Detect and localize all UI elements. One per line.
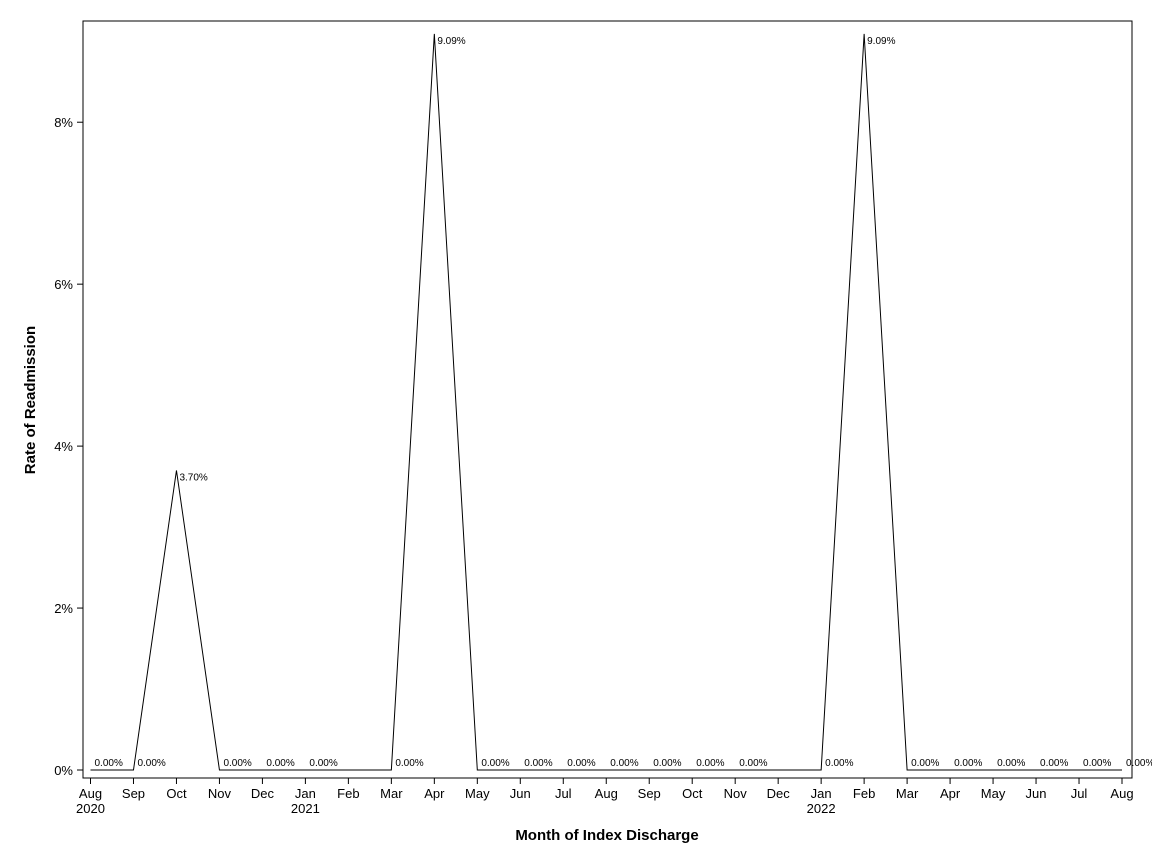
x-tick-label: Apr	[424, 786, 445, 801]
x-tick-year-label: 2021	[291, 801, 320, 816]
data-label: 0.00%	[739, 758, 767, 769]
x-tick-label: Jul	[1071, 786, 1088, 801]
x-tick-label: Jul	[555, 786, 572, 801]
data-label: 0.00%	[309, 758, 337, 769]
data-label: 0.00%	[1040, 758, 1068, 769]
x-tick-label: Dec	[767, 786, 791, 801]
data-label: 0.00%	[610, 758, 638, 769]
data-label: 0.00%	[911, 758, 939, 769]
y-tick-label: 2%	[54, 601, 73, 616]
data-label: 3.70%	[179, 472, 207, 483]
data-label: 0.00%	[266, 758, 294, 769]
y-tick-label: 6%	[54, 277, 73, 292]
plot-frame	[82, 20, 1133, 779]
y-tick-label: 0%	[54, 763, 73, 778]
data-label: 0.00%	[95, 758, 123, 769]
x-tick-label: Aug	[79, 786, 102, 801]
x-tick-label: Jun	[1026, 786, 1047, 801]
x-tick-year-label: 2022	[807, 801, 836, 816]
x-tick-label: Aug	[1110, 786, 1133, 801]
data-label: 0.00%	[653, 758, 681, 769]
data-label: 0.00%	[137, 758, 165, 769]
x-tick-label: Mar	[896, 786, 919, 801]
x-tick-label: Oct	[166, 786, 187, 801]
x-tick-label: Feb	[337, 786, 359, 801]
x-tick-year-label: 2020	[76, 801, 105, 816]
y-tick-label: 4%	[54, 439, 73, 454]
x-tick-label: Jan	[811, 786, 832, 801]
x-tick-label: May	[981, 786, 1006, 801]
y-axis: 0% 2% 4% 6% 8%	[54, 115, 83, 778]
x-tick-label: Sep	[638, 786, 661, 801]
data-label: 0.00%	[1126, 758, 1152, 769]
data-label: 0.00%	[395, 758, 423, 769]
data-label: 9.09%	[867, 36, 895, 47]
x-tick-label: May	[465, 786, 490, 801]
x-tick-label: Jun	[510, 786, 531, 801]
data-label: 0.00%	[223, 758, 251, 769]
data-label: 0.00%	[696, 758, 724, 769]
y-tick-label: 8%	[54, 115, 73, 130]
x-tick-label: Jan	[295, 786, 316, 801]
data-label: 0.00%	[567, 758, 595, 769]
data-label: 0.00%	[825, 758, 853, 769]
x-tick-label: Mar	[380, 786, 403, 801]
data-label: 0.00%	[954, 758, 982, 769]
y-axis-title: Rate of Readmission	[22, 326, 39, 474]
x-tick-label: Dec	[251, 786, 275, 801]
data-label: 0.00%	[481, 758, 509, 769]
x-tick-label: Nov	[724, 786, 748, 801]
x-tick-label: Apr	[940, 786, 961, 801]
data-label: 0.00%	[997, 758, 1025, 769]
x-tick-label: Feb	[853, 786, 875, 801]
x-tick-label: Nov	[208, 786, 232, 801]
data-label: 0.00%	[1083, 758, 1111, 769]
data-label: 0.00%	[524, 758, 552, 769]
x-tick-label: Oct	[682, 786, 703, 801]
data-label: 9.09%	[437, 36, 465, 47]
x-axis-title: Month of Index Discharge	[515, 827, 698, 844]
x-tick-label: Sep	[122, 786, 145, 801]
series-line	[90, 33, 1122, 771]
x-tick-label: Aug	[595, 786, 618, 801]
data-labels: 0.00% 0.00% 3.70% 0.00% 0.00% 0.00% 0.00% 9.09%…	[95, 36, 1152, 769]
